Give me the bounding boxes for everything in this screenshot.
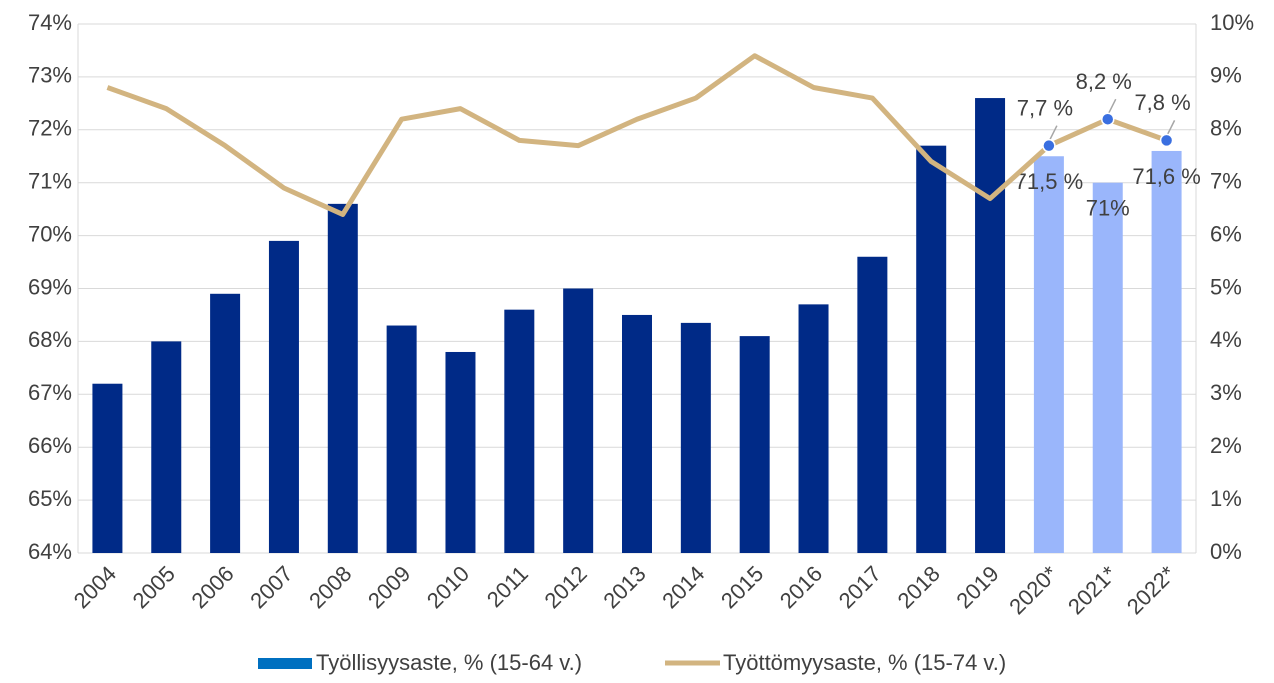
y-tick-label: 71% (28, 169, 72, 194)
leader-line (1165, 120, 1176, 137)
data-label: 71% (1086, 196, 1130, 221)
x-tick-label: 2014 (657, 561, 709, 613)
marker (1159, 133, 1174, 148)
x-tick-label: 2021* (1063, 561, 1122, 620)
y2-tick-label: 5% (1210, 274, 1242, 299)
leader-line (1107, 98, 1117, 116)
x-tick-label: 2018 (893, 561, 945, 613)
data-label: 71,6 % (1132, 164, 1201, 189)
bar (680, 322, 711, 553)
y2-tick-label: 1% (1210, 486, 1242, 511)
data-label: 7,7 % (1017, 95, 1073, 120)
x-tick-label: 2016 (775, 561, 827, 613)
bar (1151, 150, 1182, 553)
y-tick-label: 64% (28, 539, 72, 564)
y-tick-label: 70% (28, 221, 72, 246)
y2-tick-label: 10% (1210, 10, 1254, 35)
bar (916, 145, 947, 554)
marker (1042, 138, 1056, 153)
bar (151, 341, 182, 553)
x-tick-label: 2012 (540, 561, 592, 613)
x-tick-label: 2015 (716, 561, 768, 613)
x-tick-label: 2005 (128, 561, 180, 613)
bar (563, 288, 594, 553)
x-tick-label: 2006 (186, 561, 238, 613)
x-tick-label: 2022* (1122, 561, 1181, 620)
data-label: 71,5 % (1015, 169, 1084, 194)
x-tick-label: 2019 (951, 561, 1003, 613)
x-tick-label: 2011 (482, 561, 533, 612)
y-tick-label: 72% (28, 116, 72, 141)
x-tick-label: 2009 (363, 561, 415, 613)
x-tick-label: 2013 (598, 561, 650, 613)
legend-label: Työllisyysaste, % (15-64 v.) (316, 650, 582, 675)
bar (327, 203, 358, 554)
y2-tick-label: 7% (1210, 169, 1242, 194)
bar (268, 240, 299, 553)
y2-tick-label: 3% (1210, 380, 1242, 405)
bar (622, 314, 652, 553)
y2-tick-label: 8% (1210, 116, 1242, 141)
y-tick-label: 65% (28, 486, 72, 511)
x-tick-label: 2004 (69, 561, 121, 613)
y-tick-label: 68% (28, 327, 72, 352)
marker (1100, 112, 1115, 126)
x-tick-label: 2010 (422, 561, 474, 613)
bar (210, 293, 241, 553)
x-tick-label: 2017 (834, 561, 886, 613)
y-tick-label: 69% (28, 274, 72, 299)
y2-tick-label: 4% (1210, 327, 1242, 352)
bar (798, 304, 829, 553)
legend-swatch (258, 658, 312, 669)
data-label: 7,8 % (1134, 90, 1190, 115)
y-tick-label: 66% (28, 433, 72, 458)
x-tick-label: 2020* (1004, 561, 1063, 620)
bar (975, 98, 1006, 553)
leader-line (1048, 125, 1058, 143)
x-tick-label: 2008 (304, 561, 356, 613)
y-tick-label: 67% (28, 380, 72, 405)
bar (857, 256, 888, 553)
y2-tick-label: 6% (1210, 221, 1242, 246)
bar (1033, 156, 1064, 553)
x-tick-label: 2007 (245, 561, 297, 613)
bar (445, 351, 476, 553)
data-label: 8,2 % (1076, 69, 1132, 94)
bar (92, 383, 123, 553)
line (106, 53, 1168, 217)
bar (739, 336, 770, 553)
bar (386, 325, 417, 553)
bar (504, 309, 535, 553)
y2-tick-label: 9% (1210, 63, 1242, 88)
y2-tick-label: 2% (1210, 433, 1242, 458)
y-tick-label: 74% (28, 10, 72, 35)
legend-label: Työttömyysaste, % (15-74 v.) (723, 650, 1006, 675)
y-tick-label: 73% (28, 63, 72, 88)
y2-tick-label: 0% (1210, 539, 1242, 564)
bar (1092, 182, 1123, 553)
